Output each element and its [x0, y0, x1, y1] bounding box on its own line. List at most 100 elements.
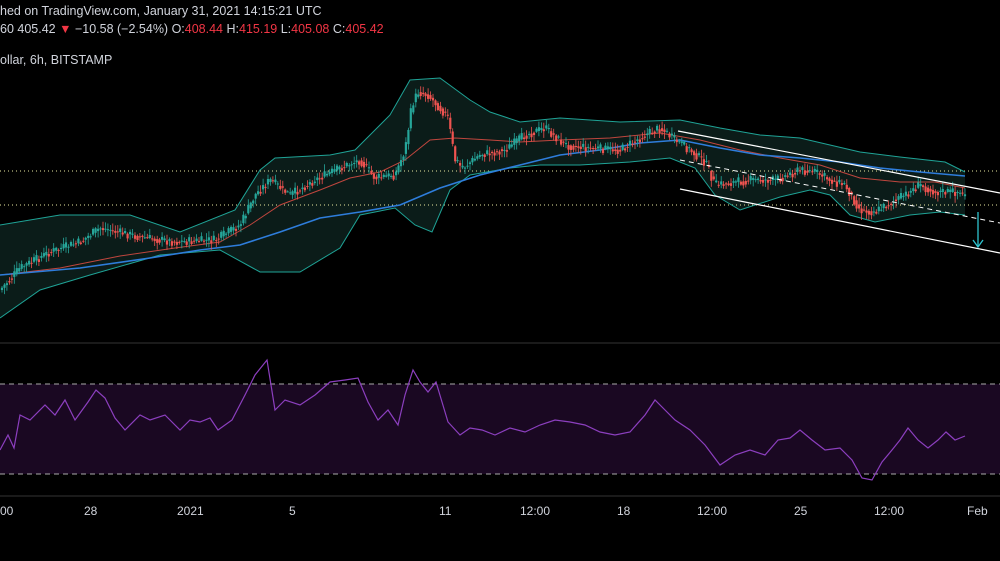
candle-body — [816, 169, 819, 172]
candle-body — [217, 238, 220, 240]
x-tick-label: 2021 — [177, 504, 204, 518]
ohlc-legend[interactable]: 60 405.42 ▼ −10.58 (−2.54%) O:408.44 H:4… — [0, 22, 384, 36]
candle-body — [491, 151, 494, 153]
candle-body — [170, 241, 173, 246]
candle-body — [72, 244, 75, 246]
candle-body — [466, 165, 469, 167]
candle-body — [97, 228, 100, 232]
candle-body — [882, 203, 885, 209]
candle-body — [417, 94, 420, 97]
candle-body — [796, 167, 799, 172]
candle-body — [848, 188, 851, 196]
price-pane[interactable] — [0, 77, 1000, 319]
x-tick-label: 28 — [84, 504, 98, 518]
candle-body — [954, 192, 957, 196]
rsi-pane[interactable] — [0, 358, 1000, 481]
candle-body — [523, 137, 526, 140]
candle-body — [840, 183, 843, 186]
candle-body — [390, 175, 393, 177]
candle-body — [648, 129, 651, 134]
candle-body — [720, 181, 723, 185]
candle-body — [207, 237, 210, 241]
candle-body — [897, 196, 900, 200]
candle-body — [298, 190, 302, 192]
candle-body — [611, 149, 614, 152]
open-value: 408.44 — [184, 22, 224, 36]
candle-body — [564, 143, 568, 145]
candle-body — [862, 209, 866, 211]
candle-body — [729, 183, 733, 186]
candle-body — [747, 180, 750, 182]
low-value: 405.08 — [291, 22, 330, 36]
x-tick-label: 18 — [617, 504, 631, 518]
candle-body — [695, 153, 698, 160]
candle-body — [173, 241, 176, 243]
candle-body — [165, 240, 169, 245]
candle-body — [584, 147, 587, 152]
candle-body — [60, 247, 63, 250]
candle-body — [237, 225, 240, 228]
candle-body — [461, 165, 464, 168]
candle-body — [843, 183, 846, 185]
candle-body — [473, 158, 476, 161]
candle-body — [949, 189, 952, 192]
candle-body — [557, 136, 560, 138]
candle-body — [951, 188, 954, 192]
candle-body — [89, 236, 92, 238]
bollinger-basis-line — [0, 132, 966, 276]
candle-body — [786, 175, 789, 177]
candle-body — [52, 248, 55, 252]
candle-body — [663, 129, 666, 133]
candle-body — [262, 185, 265, 190]
candle-body — [395, 171, 398, 176]
candle-body — [665, 130, 669, 132]
candle-body — [200, 236, 203, 241]
candle-body — [286, 191, 289, 193]
candle-body — [15, 268, 18, 275]
candle-body — [870, 211, 873, 216]
candle-body — [8, 281, 11, 283]
candle-body — [705, 160, 708, 162]
candle-body — [919, 184, 922, 187]
candle-body — [754, 179, 757, 181]
candle-body — [653, 131, 656, 134]
candle-body — [959, 192, 962, 194]
candle-body — [42, 253, 45, 257]
candle-body — [407, 129, 410, 145]
candle-body — [845, 184, 848, 190]
bollinger-lower-band — [0, 157, 966, 319]
candle-body — [313, 181, 316, 184]
candle-body — [678, 141, 681, 143]
down-arrow-icon: ▼ — [59, 22, 72, 36]
symbol-description: ollar, 6h, BITSTAMP — [0, 53, 113, 67]
candle-body — [784, 175, 787, 177]
candle-body — [3, 284, 6, 288]
candle-body — [178, 241, 181, 243]
candle-body — [547, 128, 550, 130]
candle-body — [946, 189, 949, 192]
candle-body — [301, 187, 304, 189]
candle-body — [909, 190, 912, 193]
candle-body — [362, 161, 366, 168]
candle-body — [397, 165, 400, 173]
candle-body — [429, 95, 432, 99]
candle-body — [377, 174, 380, 178]
candle-body — [94, 228, 97, 233]
candle-body — [894, 199, 898, 202]
candle-body — [917, 182, 920, 188]
candle-body — [769, 179, 772, 181]
candle-body — [601, 148, 605, 154]
target-arrow-head — [972, 239, 984, 249]
time-axis[interactable]: 00 28 2021 5 11 12:00 18 12:00 25 12:00 … — [0, 504, 988, 518]
candle-body — [333, 169, 336, 172]
candle-body — [798, 170, 802, 172]
candle-body — [414, 93, 417, 103]
candle-body — [761, 180, 765, 183]
candle-body — [725, 183, 728, 185]
candle-body — [153, 238, 156, 242]
candle-body — [717, 184, 720, 186]
candle-body — [833, 180, 836, 182]
candle-body — [404, 142, 407, 154]
candle-body — [365, 164, 368, 166]
